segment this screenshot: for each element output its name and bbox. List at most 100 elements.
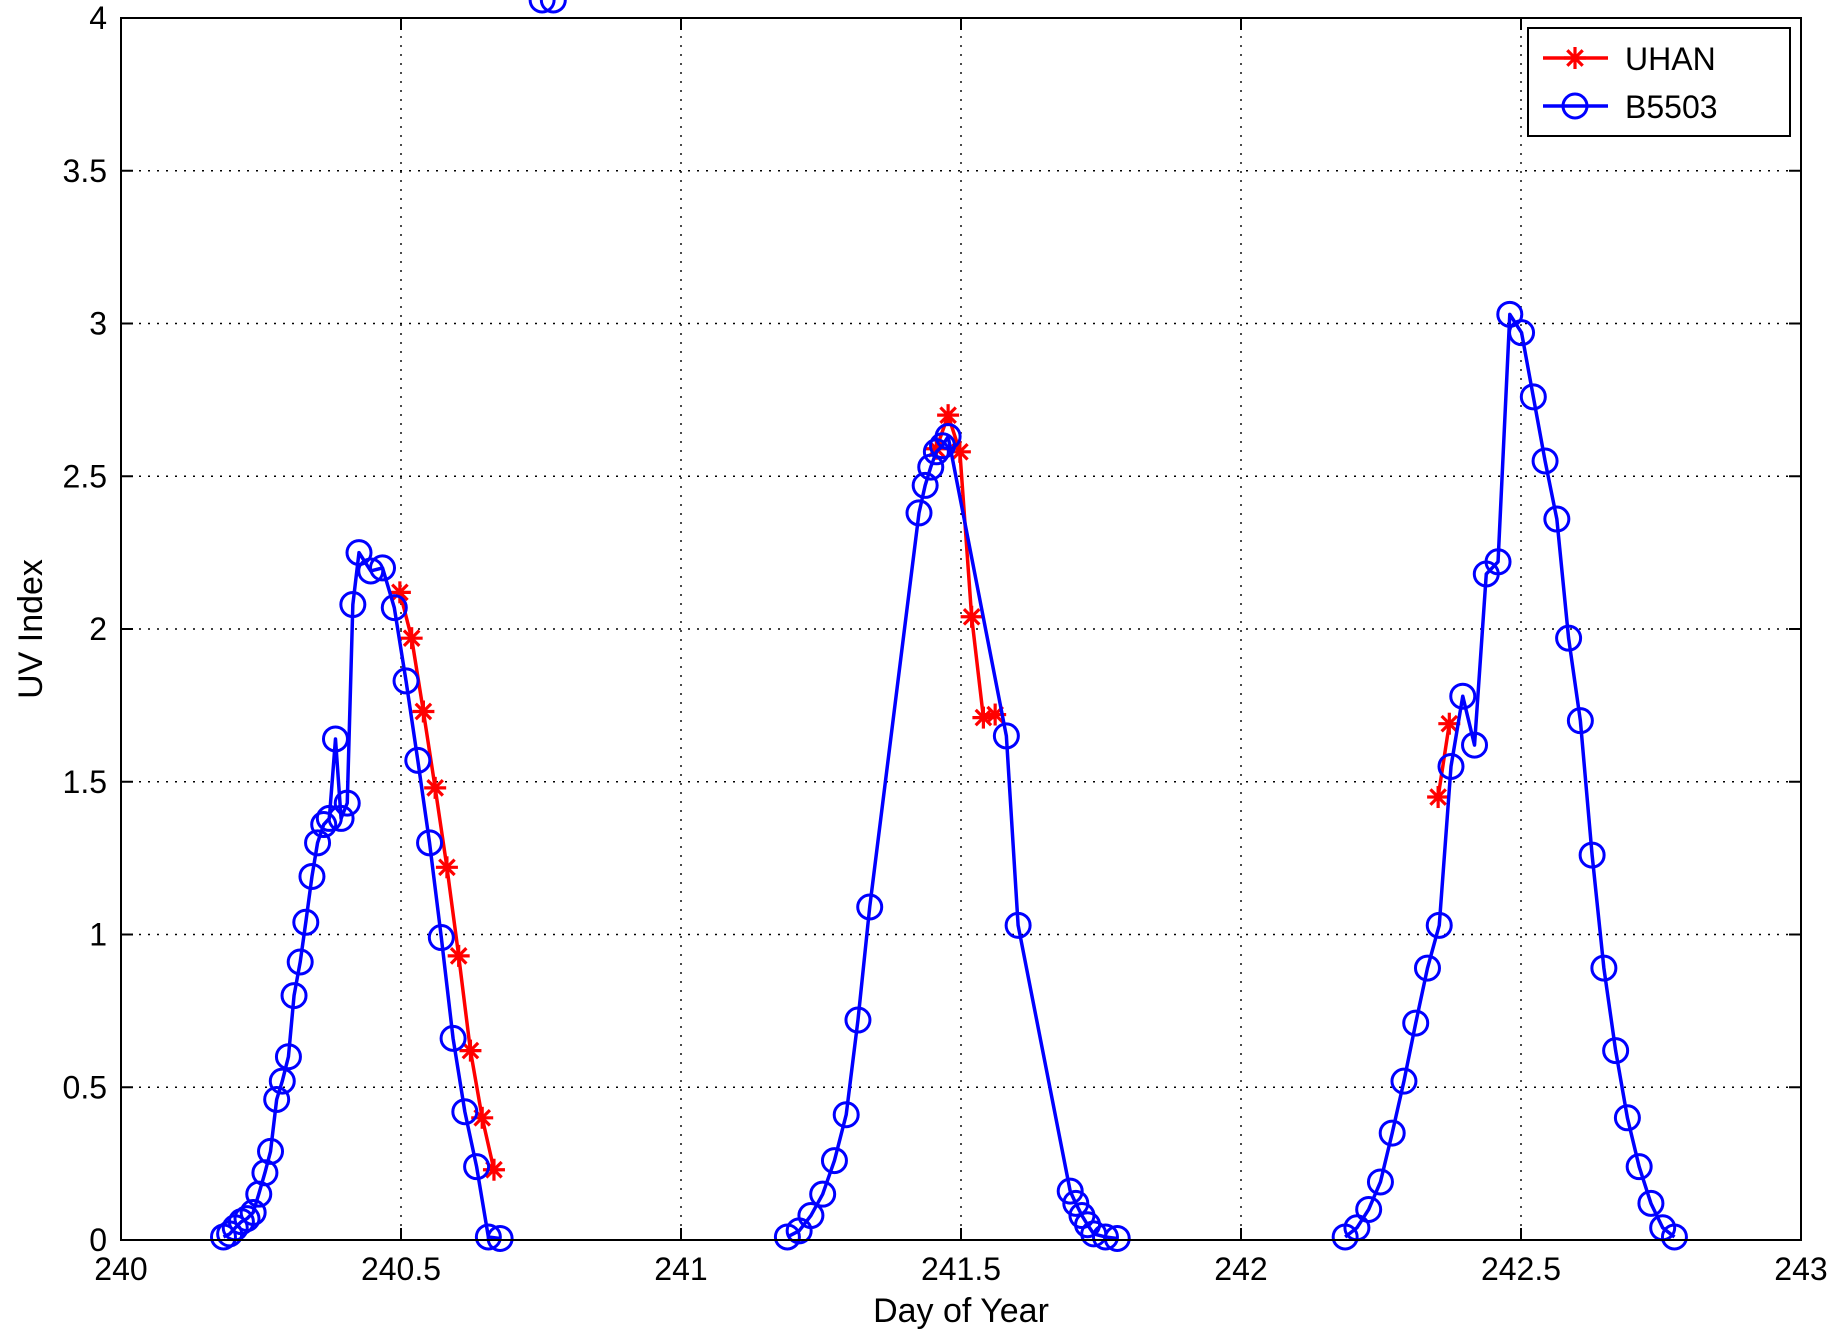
data-point <box>327 804 355 832</box>
legend-label: B5503 <box>1625 89 1718 125</box>
asterisk-stroke <box>974 708 993 727</box>
data-point <box>539 0 567 14</box>
data-point <box>392 667 420 695</box>
y-tick-label: 4 <box>89 0 107 36</box>
y-tick-label: 2.5 <box>63 458 107 494</box>
x-tick-label: 242.5 <box>1481 1251 1561 1287</box>
data-point <box>960 605 983 628</box>
data-point <box>1531 447 1559 475</box>
data-point <box>388 581 411 604</box>
data-point <box>280 982 308 1010</box>
data-point <box>1355 1195 1383 1223</box>
x-tick-label: 243 <box>1774 1251 1827 1287</box>
data-point <box>1413 954 1441 982</box>
asterisk-stroke <box>449 947 468 965</box>
asterisk-stroke <box>414 702 433 721</box>
x-tick-label: 241 <box>654 1251 707 1287</box>
data-point <box>809 1180 837 1208</box>
asterisk-stroke <box>939 406 957 424</box>
data-point <box>1613 1104 1641 1132</box>
asterisk-stroke <box>402 629 421 647</box>
data-point <box>1402 1009 1430 1037</box>
asterisk-stroke <box>438 858 456 877</box>
asterisk-stroke <box>1429 788 1447 806</box>
legend-marker <box>1561 92 1589 120</box>
asterisk-stroke <box>473 1108 492 1127</box>
data-point <box>797 1202 825 1230</box>
data-point <box>474 1223 502 1251</box>
data-point <box>1366 1168 1394 1196</box>
asterisk-stroke <box>962 607 981 626</box>
data-point <box>1438 712 1461 735</box>
legend: UHAN B5503 <box>1527 27 1791 137</box>
data-point <box>1660 1223 1688 1251</box>
data-point <box>292 908 320 936</box>
data-point <box>486 1224 514 1252</box>
data-point <box>1555 624 1583 652</box>
series-b5503 <box>209 0 1688 1252</box>
data-point <box>1427 786 1450 809</box>
data-point <box>1103 1224 1131 1252</box>
y-axis-label: UV Index <box>12 559 50 699</box>
data-point <box>333 789 361 817</box>
data-point <box>917 453 945 481</box>
y-tick-label: 3.5 <box>63 153 107 189</box>
data-point <box>1566 707 1594 735</box>
data-point <box>1543 505 1571 533</box>
data-point <box>1602 1037 1630 1065</box>
data-point <box>1004 911 1032 939</box>
data-point <box>856 893 884 921</box>
data-point <box>268 1067 296 1095</box>
x-tick-label: 240.5 <box>361 1251 441 1287</box>
data-point <box>1062 1189 1090 1217</box>
data-point <box>528 0 556 14</box>
legend-label: UHAN <box>1625 41 1716 77</box>
data-point <box>905 499 933 527</box>
data-point <box>239 1199 267 1227</box>
data-point <box>380 594 408 622</box>
series-group <box>209 0 1688 1252</box>
data-point <box>934 423 962 451</box>
data-point <box>463 1153 491 1181</box>
legend-entry: B5503 <box>1543 89 1718 125</box>
data-point <box>451 1098 479 1126</box>
data-point <box>439 1024 467 1052</box>
data-point <box>1625 1153 1653 1181</box>
data-point <box>937 404 960 427</box>
asterisk-stroke <box>391 583 409 602</box>
asterisk-stroke <box>1440 714 1459 733</box>
data-point <box>315 804 343 832</box>
data-point <box>1378 1119 1406 1147</box>
data-point <box>1461 731 1489 759</box>
data-point <box>1437 752 1465 780</box>
data-point <box>321 725 349 753</box>
y-tick-label: 2 <box>89 611 107 647</box>
data-point <box>298 862 326 890</box>
data-point <box>263 1085 291 1113</box>
series-line <box>1436 723 1452 798</box>
data-point <box>1637 1189 1665 1217</box>
asterisk-stroke <box>461 1041 480 1060</box>
series-line <box>1344 312 1676 1239</box>
data-point <box>820 1147 848 1175</box>
y-tick-label: 0.5 <box>63 1069 107 1105</box>
data-point <box>992 722 1020 750</box>
data-point <box>1519 383 1547 411</box>
axis-ticks: 240 240.5 241 241.5 242 242.5 243 0 0.5 1 1.5 2 2.5 3… <box>63 0 1828 1287</box>
series-line <box>786 434 1118 1241</box>
data-point <box>424 776 447 799</box>
data-point <box>1508 319 1536 347</box>
y-tick-label: 0 <box>89 1222 107 1258</box>
x-tick-label: 242 <box>1214 1251 1267 1287</box>
data-point <box>357 557 385 585</box>
asterisk-stroke <box>951 442 969 461</box>
data-point <box>257 1137 285 1165</box>
data-point <box>1484 548 1512 576</box>
asterisk-stroke <box>426 779 444 797</box>
data-point <box>400 627 423 650</box>
x-axis-label: Day of Year <box>873 1292 1049 1330</box>
data-point <box>310 811 338 839</box>
data-point <box>1590 954 1618 982</box>
